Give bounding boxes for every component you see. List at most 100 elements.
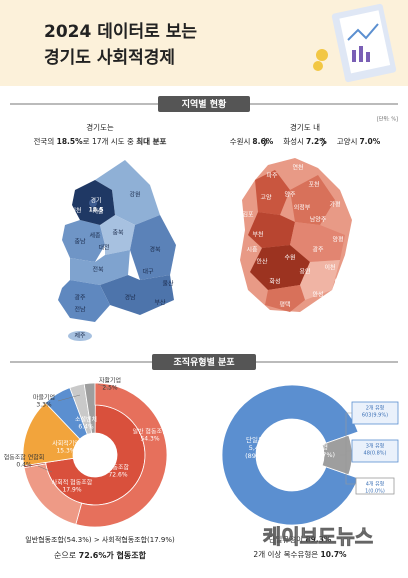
segment-name: 협동조합 — [107, 464, 130, 472]
region-label: 파주 — [266, 172, 278, 180]
percent: (10.7%) — [309, 451, 335, 459]
region-label: 용인 — [299, 269, 310, 276]
donut-chart — [221, 384, 359, 526]
segment-name: 단일유형 — [246, 435, 270, 444]
region-label: 고양 — [260, 194, 272, 202]
breakdown-value: 603(9.9%) — [362, 413, 388, 419]
segment-value: 54.3% — [140, 436, 159, 443]
region-label: 연천 — [292, 164, 303, 172]
region-label: 김포 — [242, 212, 254, 219]
region-label: 세종 — [89, 232, 101, 240]
breakdown-box — [355, 477, 395, 495]
text-segment: 전국의 — [34, 136, 57, 146]
text-segment: 일반협동조합(54.3%) > 사회적협동조합(17.9%) — [25, 535, 175, 544]
section-bar — [158, 96, 250, 112]
ranking-value: 7.0% — [359, 137, 380, 146]
map-highlight-name: 경기 — [90, 197, 101, 205]
section-title: 지역별 현황 — [182, 98, 227, 110]
text-segment: 2개 이상 복수유형은 — [253, 549, 320, 559]
segment-value: 17.9% — [62, 487, 81, 494]
region-label: 포천 — [308, 181, 319, 189]
region-label: 가평 — [329, 201, 340, 209]
region-label: 양평 — [332, 236, 343, 244]
region-label: 안성 — [312, 291, 323, 299]
region-label: 충남 — [74, 238, 86, 246]
map-highlight-value: 18.5 — [89, 207, 104, 214]
text-segment: 가 협동조합 — [106, 550, 146, 560]
ranking-chevron — [321, 137, 326, 147]
text-segment: 18.5% — [57, 137, 84, 146]
region-label: 평택 — [279, 301, 290, 309]
caption-line: 단일유형이 89.3% — [269, 534, 332, 544]
section-bar — [152, 354, 256, 370]
text-segment: 로 17개 시도 중 — [83, 136, 137, 146]
ranking-name: 수원시 — [230, 137, 251, 146]
region-label: 시흥 — [246, 246, 258, 254]
segment-value: 15.3% — [56, 448, 75, 455]
sunburst-inner-segment — [83, 382, 96, 434]
caption-line: 2개 이상 복수유형은 10.7% — [253, 549, 347, 559]
region-label: 부산 — [154, 299, 166, 307]
segment-name: 자활기업 — [99, 377, 121, 385]
breakdown-name: 3개 유형 — [366, 443, 385, 450]
breakdown-value: 1(0.0%) — [365, 489, 385, 495]
region-label: 광주 — [74, 295, 86, 302]
connector — [340, 412, 352, 456]
breakdown-name: 2개 유형 — [366, 405, 385, 412]
donut-segment — [321, 434, 353, 476]
ranking-chevron — [263, 137, 268, 147]
segment-count: 5,457 — [249, 444, 268, 452]
region-label: 서울 — [92, 208, 104, 216]
segment-value: 0.4% — [16, 462, 32, 469]
leader-line — [37, 465, 53, 473]
text-segment: 단일유형이 — [269, 534, 306, 544]
ranking-line: 수원시 8.6% 화성시 7.2% 고양시 7.0% — [230, 137, 381, 146]
labels: 협동조합72.6%사회적기업15.3%소셜벤처6.4%마을기업3.3%자활기업2… — [4, 377, 399, 560]
region-label: 전북 — [92, 266, 104, 274]
region-label: 대전 — [98, 244, 109, 252]
text-segment: 순으로 — [54, 551, 79, 560]
region-label: 수원 — [284, 254, 295, 262]
gyeonggi-map — [240, 158, 352, 312]
segment-value: 72.6% — [108, 472, 127, 479]
region-label: 충북 — [112, 229, 124, 237]
text-segment: 10.7% — [321, 550, 348, 559]
segment-name: 마을기업 — [33, 394, 55, 402]
ranking-name: 고양시 — [337, 137, 358, 146]
ranking-name: 화성시 — [283, 137, 304, 146]
region-label: 여주 — [334, 278, 346, 286]
section-title: 조직유형별 분포 — [173, 356, 235, 368]
sunburst-outer-segment — [23, 462, 47, 469]
caption-line: 일반협동조합(54.3%) > 사회적협동조합(17.9%) — [25, 535, 175, 544]
text-segment: 72.6% — [79, 551, 107, 560]
leader-line — [97, 383, 111, 390]
connector — [345, 455, 356, 485]
segment-name: 사회적 협동조합 — [52, 479, 93, 487]
connector — [345, 450, 352, 455]
region-label: 강원 — [129, 191, 140, 199]
region-label: 전남 — [74, 306, 86, 314]
segment-value: 3.3% — [36, 402, 52, 409]
region-label: 남양주 — [310, 216, 327, 224]
region-label: 안산 — [256, 258, 268, 266]
region-label: 의정부 — [294, 204, 311, 212]
segment-value: 6.4% — [78, 424, 94, 431]
text-segment: 89.3% — [305, 535, 332, 544]
segment-value: (89.3%) — [245, 452, 271, 460]
region-label: 경북 — [149, 247, 161, 254]
sunburst-outer-segment — [75, 382, 168, 528]
segment-name: 복수유형 — [304, 443, 328, 451]
segment-name: 협동조합 연합회 — [4, 454, 45, 462]
region-label: 제주 — [74, 332, 86, 340]
map-heading: 경기도 내 — [290, 122, 320, 132]
segment-value: 2.5% — [102, 385, 118, 392]
title-line: 경기도 사회적경제 — [44, 48, 175, 68]
donut-segment — [221, 384, 359, 526]
segment-name: 사회적기업 — [52, 440, 80, 448]
region-label: 양주 — [284, 191, 296, 199]
ranking-value: 7.2% — [306, 137, 327, 146]
region-label: 광주 — [312, 247, 324, 254]
region-label: 이천 — [324, 264, 335, 272]
map-heading: 경기도는 — [86, 122, 114, 132]
header-illustration — [313, 3, 397, 83]
